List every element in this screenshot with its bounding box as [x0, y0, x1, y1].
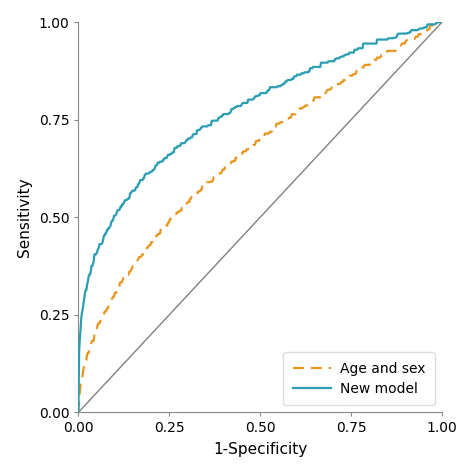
New model	[374, 41, 379, 46]
New model	[430, 21, 436, 27]
New model	[248, 97, 254, 102]
Age and sex	[75, 410, 81, 415]
Age and sex	[435, 19, 440, 25]
Y-axis label: Sensitivity: Sensitivity	[17, 177, 32, 257]
X-axis label: 1-Specificity: 1-Specificity	[213, 442, 307, 457]
New model	[250, 97, 256, 102]
New model	[435, 19, 440, 25]
Line: New model: New model	[78, 22, 442, 412]
Legend: Age and sex, New model: Age and sex, New model	[283, 352, 435, 405]
Age and sex	[430, 23, 436, 28]
Age and sex	[292, 111, 298, 117]
Age and sex	[248, 143, 254, 148]
New model	[292, 73, 298, 79]
Age and sex	[374, 57, 379, 63]
New model	[75, 410, 81, 415]
New model	[439, 19, 445, 25]
Age and sex	[272, 124, 278, 129]
Age and sex	[250, 142, 256, 148]
Age and sex	[439, 19, 445, 25]
Line: Age and sex: Age and sex	[78, 22, 442, 412]
New model	[272, 84, 278, 90]
